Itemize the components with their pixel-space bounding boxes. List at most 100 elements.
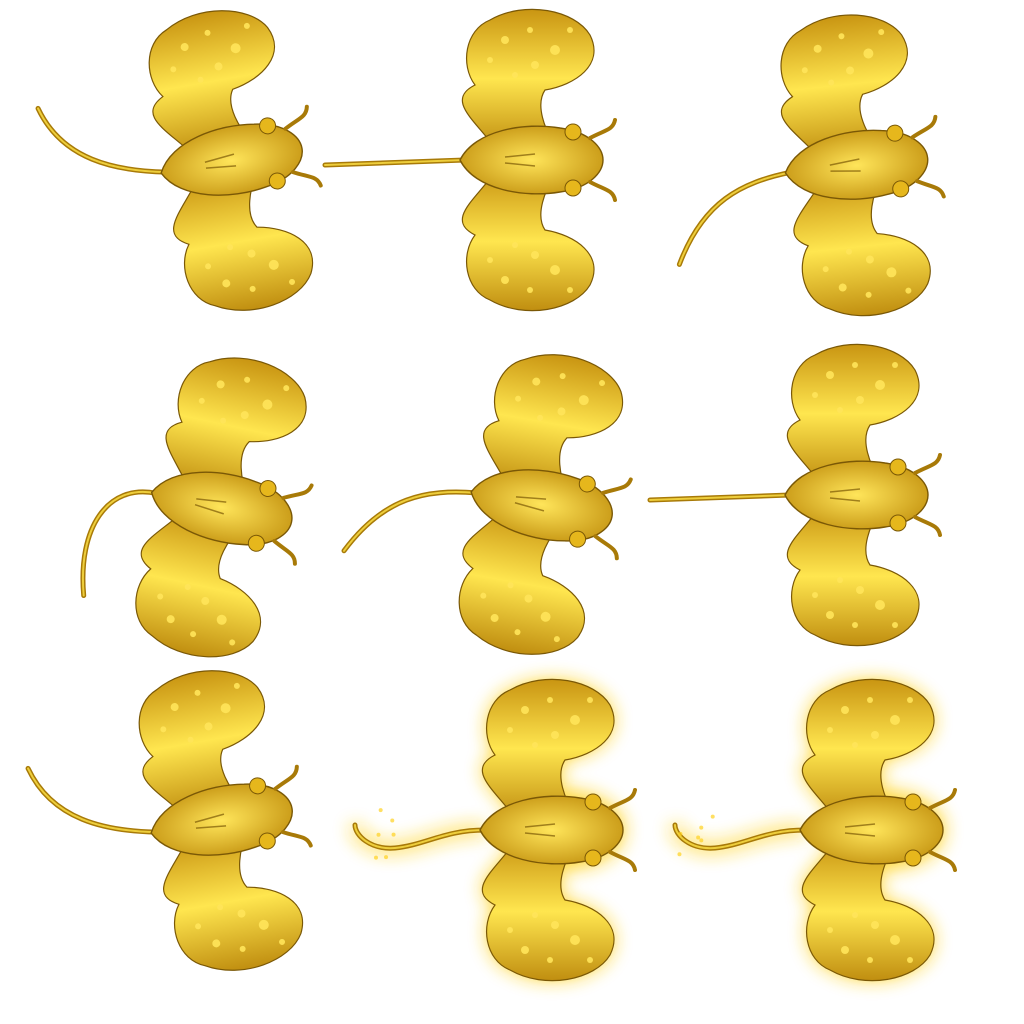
spot — [852, 912, 858, 918]
eye-top — [585, 794, 601, 810]
spot — [867, 697, 873, 703]
spot — [531, 61, 539, 69]
sparkle — [711, 815, 715, 819]
horn-top — [590, 120, 615, 138]
spot — [852, 742, 858, 748]
spot — [890, 935, 900, 945]
spot — [487, 57, 493, 63]
sparkle — [392, 833, 396, 837]
horn-top — [282, 107, 310, 129]
sparkle — [377, 833, 381, 837]
horn-bottom — [283, 828, 311, 850]
sprite-frame-swim-2 — [325, 9, 615, 310]
spot — [501, 36, 509, 44]
horn-bottom — [293, 168, 321, 190]
spot — [521, 706, 529, 714]
body — [800, 796, 943, 864]
eye-top — [905, 794, 921, 810]
horn-bottom — [610, 852, 635, 870]
spot — [567, 27, 573, 33]
spot — [875, 380, 885, 390]
horn-top — [610, 790, 635, 808]
spot — [512, 242, 518, 248]
horn-bottom — [590, 182, 615, 200]
sparkle — [374, 856, 378, 860]
spot — [531, 251, 539, 259]
spot — [551, 921, 559, 929]
spot — [871, 731, 879, 739]
spot — [852, 622, 858, 628]
tail — [344, 472, 476, 572]
sparkle — [678, 832, 682, 836]
spot — [867, 957, 873, 963]
spot — [501, 276, 509, 284]
spot — [856, 396, 864, 404]
tail — [38, 88, 166, 192]
body — [785, 461, 928, 529]
horn-top — [930, 790, 955, 808]
spot — [826, 371, 834, 379]
horn-top — [272, 767, 300, 789]
eye-top — [565, 124, 581, 140]
spot — [532, 742, 538, 748]
sprite-frame-swim-1 — [27, 0, 340, 340]
horn-top — [603, 475, 631, 497]
spot — [841, 946, 849, 954]
spot — [837, 407, 843, 413]
sparkle — [379, 808, 383, 812]
spot — [841, 706, 849, 714]
horn-bottom — [915, 517, 940, 535]
spot — [550, 265, 560, 275]
sprite-frame-glow-1 — [355, 679, 635, 980]
spot — [875, 600, 885, 610]
spot — [907, 957, 913, 963]
body — [460, 126, 603, 194]
spot — [527, 27, 533, 33]
spot — [907, 697, 913, 703]
sparkle — [696, 835, 700, 839]
eye-bottom — [585, 850, 601, 866]
spot — [890, 715, 900, 725]
spot — [512, 72, 518, 78]
spot — [532, 912, 538, 918]
sparkle — [384, 855, 388, 859]
spot — [570, 935, 580, 945]
sprite-frame-swim-3 — [655, 7, 955, 335]
spot — [547, 697, 553, 703]
spot — [570, 715, 580, 725]
sprite-frame-swim-6 — [650, 344, 940, 645]
sparkle — [699, 838, 703, 842]
spot — [892, 362, 898, 368]
spot — [826, 611, 834, 619]
eye-bottom — [890, 515, 906, 531]
eye-top — [890, 459, 906, 475]
horn-bottom — [917, 179, 944, 200]
spot — [871, 921, 879, 929]
spot — [521, 946, 529, 954]
horn-top — [283, 480, 311, 503]
spot — [487, 257, 493, 263]
tail — [671, 172, 799, 264]
spot — [527, 287, 533, 293]
horn-bottom — [270, 541, 298, 564]
horn-top — [911, 117, 938, 138]
sprite-frame-glow-2 — [675, 679, 955, 980]
tail — [28, 748, 156, 852]
sparkle — [699, 826, 703, 830]
body — [480, 796, 623, 864]
spot — [567, 287, 573, 293]
eye-bottom — [905, 850, 921, 866]
horn-bottom — [930, 852, 955, 870]
sprite-frame-swim-5 — [332, 324, 650, 668]
spot — [507, 727, 513, 733]
spot — [812, 392, 818, 398]
spot — [507, 927, 513, 933]
spot — [852, 362, 858, 368]
sparkle — [677, 852, 681, 856]
spot — [892, 622, 898, 628]
spot — [551, 731, 559, 739]
sparkle — [390, 819, 394, 823]
spot — [812, 592, 818, 598]
sprite-frame-swim-7 — [17, 658, 330, 1001]
